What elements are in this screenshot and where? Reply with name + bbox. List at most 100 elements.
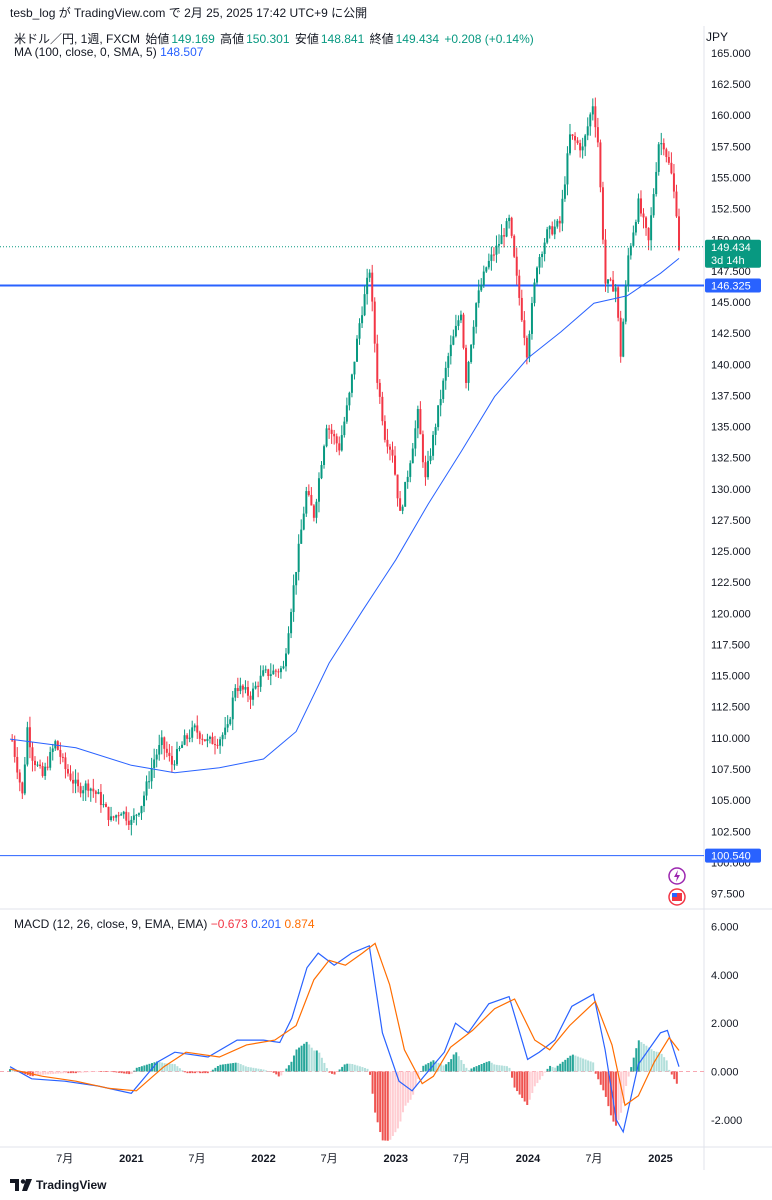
candle-body [528, 333, 531, 358]
macd-histogram-bar [313, 1050, 316, 1072]
time-tick-label: 2023 [384, 1153, 408, 1165]
candle-body [97, 791, 100, 794]
macd-tick-label: 6.000 [711, 922, 739, 934]
candle-body [135, 814, 138, 816]
candle-body [394, 455, 397, 475]
candle-body [127, 820, 130, 825]
candle-body [533, 282, 536, 304]
time-tick-label: 2024 [516, 1153, 541, 1165]
macd-histogram-bar [315, 1050, 318, 1072]
macd-histogram-bar [163, 1063, 166, 1072]
macd-histogram-bar [181, 1070, 184, 1072]
candle-body [581, 146, 584, 151]
price-tick-label: 142.500 [711, 328, 751, 340]
macd-histogram-bar [645, 1045, 648, 1072]
macd-histogram-bar [500, 1065, 503, 1072]
footer-brand: TradingView [10, 1178, 106, 1192]
macd-histogram-bar [69, 1071, 72, 1074]
candle-body [373, 301, 376, 344]
candle-body [160, 737, 163, 746]
macd-histogram-bar [480, 1064, 483, 1072]
candle-body [74, 779, 77, 784]
macd-histogram-bar [47, 1071, 50, 1075]
price-tick-label: 115.000 [711, 671, 750, 683]
candle-body [46, 766, 49, 768]
candle-body [274, 670, 277, 672]
candle-body [536, 267, 539, 283]
price-tick-label: 112.500 [711, 702, 750, 714]
macd-histogram-bar [670, 1071, 673, 1075]
macd-histogram-bar [270, 1071, 273, 1073]
candle-body [198, 732, 201, 739]
open-label: 始値 [145, 32, 170, 46]
macd-histogram-bar [470, 1068, 473, 1072]
macd-histogram-bar [584, 1059, 587, 1072]
candle-body [183, 735, 186, 745]
candle-body [642, 213, 645, 218]
candle-body [492, 254, 495, 256]
candle-body [465, 347, 468, 383]
macd-histogram-bar [541, 1071, 544, 1077]
candle-body [447, 356, 450, 368]
candle-body [41, 766, 44, 776]
candle-body [612, 279, 615, 292]
candle-body [312, 505, 315, 518]
price-tick-label: 162.500 [711, 79, 751, 91]
candle-body [348, 392, 351, 406]
candle-body [490, 254, 493, 261]
macd-histogram-bar [52, 1071, 55, 1074]
macd-histogram-bar [216, 1066, 219, 1072]
candle-body [262, 670, 265, 676]
macd-histogram-bar [394, 1071, 397, 1133]
macd-histogram-bar [156, 1061, 159, 1072]
macd-histogram-bar [371, 1071, 374, 1094]
candle-body [94, 791, 97, 794]
candle-body [388, 446, 391, 450]
macd-histogram-bar [396, 1071, 399, 1129]
footer-brand-text: TradingView [36, 1178, 107, 1192]
macd-histogram-bar [257, 1068, 260, 1072]
macd-histogram-bar [564, 1059, 567, 1072]
candle-body [231, 697, 234, 720]
candle-body [652, 194, 655, 216]
candle-body [563, 184, 566, 199]
time-tick-label: 7月 [585, 1153, 602, 1165]
macd-histogram-bar [381, 1071, 384, 1141]
candle-body [497, 244, 500, 246]
macd-histogram-bar [237, 1062, 240, 1072]
macd-histogram-bar [191, 1071, 194, 1074]
low-label: 安値 [294, 32, 319, 46]
macd-histogram-bar [422, 1065, 425, 1072]
macd-histogram-bar [305, 1041, 308, 1072]
macd-histogram-bar [597, 1071, 600, 1080]
candle-body [510, 217, 513, 236]
candle-body [350, 374, 353, 393]
candle-body [622, 321, 625, 357]
candle-body [244, 687, 247, 690]
candle-body [315, 501, 318, 518]
macd-histogram-bar [493, 1064, 496, 1072]
candle-body [411, 448, 414, 464]
macd-histogram-bar [483, 1062, 486, 1072]
candle-body [358, 323, 361, 339]
candle-body [381, 396, 384, 422]
candle-body [576, 140, 579, 144]
candle-body [137, 813, 140, 815]
candle-body [518, 275, 521, 298]
macd-histogram-bar [232, 1063, 235, 1072]
macd-histogram-bar [59, 1071, 62, 1074]
macd-histogram-bar [183, 1071, 186, 1073]
candle-body [221, 734, 224, 740]
macd-histogram-bar [234, 1062, 237, 1072]
candle-body [657, 144, 660, 172]
macd-histogram-bar [485, 1061, 488, 1072]
candle-body [546, 229, 549, 243]
candle-body [31, 747, 34, 761]
macd-histogram-bar [351, 1064, 354, 1072]
macd-histogram-bar [465, 1067, 468, 1072]
candle-body [383, 421, 386, 440]
macd-histogram-bar [429, 1061, 432, 1072]
candle-body [292, 585, 295, 613]
currency-label[interactable]: JPY [706, 30, 729, 44]
